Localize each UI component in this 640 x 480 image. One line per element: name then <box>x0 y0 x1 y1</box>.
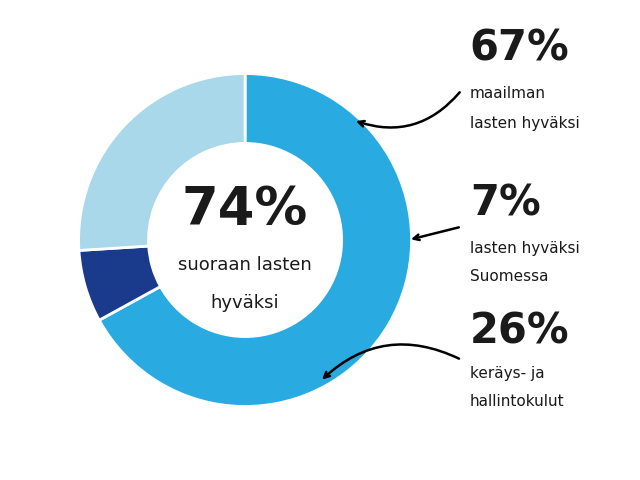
Wedge shape <box>99 73 412 407</box>
Wedge shape <box>79 73 245 251</box>
Text: hallintokulut: hallintokulut <box>470 394 564 409</box>
Text: 7%: 7% <box>470 182 541 224</box>
Text: lasten hyväksi: lasten hyväksi <box>470 116 580 131</box>
Text: lasten hyväksi: lasten hyväksi <box>470 241 580 256</box>
Circle shape <box>148 144 342 336</box>
Text: 74%: 74% <box>182 184 308 236</box>
Text: suoraan lasten: suoraan lasten <box>178 256 312 274</box>
Text: hyväksi: hyväksi <box>211 294 280 312</box>
Text: maailman: maailman <box>470 86 546 101</box>
Text: Suomessa: Suomessa <box>470 269 548 284</box>
Wedge shape <box>79 246 161 320</box>
Text: keräys- ja: keräys- ja <box>470 366 545 381</box>
Text: 26%: 26% <box>470 311 570 352</box>
Text: 67%: 67% <box>470 27 570 70</box>
